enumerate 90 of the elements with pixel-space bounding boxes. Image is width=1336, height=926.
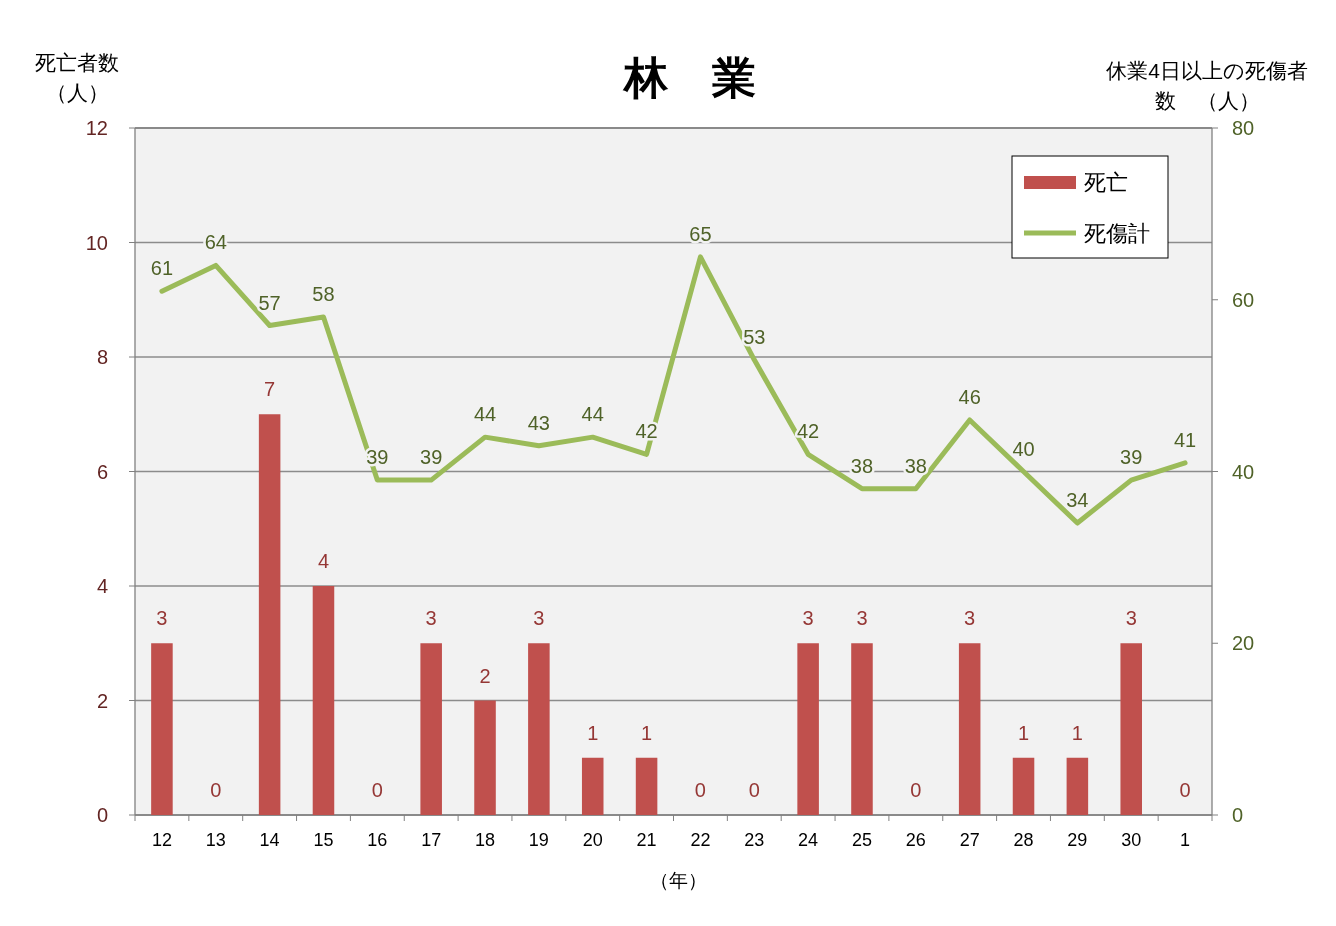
data-label: 3 [156, 607, 168, 630]
bar [474, 700, 496, 815]
x-tick-label: 18 [475, 830, 496, 850]
data-label: 39 [1120, 446, 1143, 469]
data-label: 3 [964, 607, 976, 630]
x-tick-label: 20 [582, 830, 603, 850]
y-tick-label: 2 [96, 689, 108, 712]
x-tick-label: 28 [1013, 830, 1034, 850]
x-tick-label: 15 [313, 830, 334, 850]
data-label: 0 [1179, 779, 1191, 801]
y2-tick-label: 80 [1232, 117, 1255, 139]
data-label: 3 [1125, 607, 1137, 630]
y2-axis-title: 休業4日以上の死傷者数 （人） [1105, 58, 1309, 114]
y2-tick-label: 20 [1232, 632, 1255, 655]
bar [312, 586, 335, 815]
bar [958, 643, 981, 815]
bar [851, 643, 873, 815]
data-label: 0 [748, 779, 760, 801]
data-label: 44 [581, 403, 604, 426]
legend-label: 死傷計 [1084, 221, 1150, 246]
bar [151, 643, 173, 815]
y2-tick-label: 60 [1232, 288, 1255, 311]
bar [420, 643, 442, 815]
data-label: 34 [1066, 489, 1089, 512]
data-label: 3 [425, 607, 437, 630]
data-label: 42 [797, 420, 820, 443]
data-label: 43 [527, 411, 550, 434]
legend-label: 死亡 [1084, 170, 1128, 195]
y-axis-title: 死亡者数（人） [34, 50, 120, 106]
x-tick-label: 21 [636, 830, 657, 850]
x-tick-label: 19 [528, 830, 549, 850]
x-tick-label: 27 [959, 830, 980, 850]
data-label: 64 [204, 231, 227, 254]
data-label: 44 [473, 403, 497, 426]
data-label: 57 [258, 291, 281, 314]
y-tick-label: 0 [96, 804, 108, 826]
x-tick-label: 22 [690, 830, 711, 850]
x-tick-label: 14 [259, 830, 280, 850]
data-label: 65 [689, 222, 712, 245]
data-label: 1 [641, 721, 653, 744]
x-tick-label: 26 [905, 830, 926, 850]
x-tick-label: 13 [205, 830, 226, 850]
y2-tick-label: 40 [1232, 460, 1255, 483]
bar [581, 757, 604, 815]
data-label: 61 [150, 257, 174, 280]
data-label: 0 [694, 779, 706, 801]
data-label: 38 [850, 454, 874, 477]
data-label: 7 [264, 378, 276, 401]
data-label: 38 [904, 454, 927, 477]
data-label: 41 [1173, 428, 1197, 451]
data-label: 3 [856, 607, 868, 630]
y-tick-label: 4 [96, 575, 108, 597]
x-tick-label: 17 [421, 830, 442, 850]
x-tick-label: 16 [367, 830, 388, 850]
data-label: 2 [479, 664, 491, 687]
bar [258, 414, 281, 815]
bar [797, 643, 819, 815]
data-label: 0 [910, 779, 922, 801]
bar [1120, 643, 1142, 815]
bar [635, 757, 658, 815]
data-label: 1 [1017, 721, 1030, 744]
data-label: 1 [1071, 721, 1083, 744]
x-tick-label: 12 [151, 830, 172, 850]
x-tick-label: 29 [1067, 830, 1088, 850]
y-tick-label: 8 [96, 346, 108, 368]
x-tick-label: 23 [744, 830, 765, 850]
y-tick-label: 10 [85, 231, 108, 254]
x-tick-label: 25 [851, 830, 872, 850]
bar [1066, 757, 1089, 815]
data-label: 0 [371, 779, 383, 801]
data-label: 58 [312, 282, 335, 305]
data-label: 1 [587, 721, 599, 744]
data-label: 39 [420, 446, 443, 469]
bar [1012, 757, 1035, 815]
data-label: 4 [317, 550, 330, 572]
chart-title: 林 業 [622, 52, 757, 104]
data-label: 0 [210, 779, 222, 801]
y-tick-label: 12 [85, 117, 108, 139]
x-tick-label: 24 [798, 830, 819, 850]
data-label: 3 [802, 607, 814, 630]
x-tick-label: 1 [1180, 830, 1191, 850]
x-tick-label: 30 [1121, 830, 1142, 850]
data-label: 40 [1012, 437, 1035, 460]
x-axis-title: （年） [648, 869, 708, 893]
y-tick-label: 6 [96, 460, 108, 483]
data-label: 53 [743, 325, 766, 348]
data-label: 3 [533, 607, 545, 630]
bar [528, 643, 550, 815]
y2-tick-label: 0 [1232, 804, 1244, 826]
data-label: 46 [958, 385, 981, 408]
